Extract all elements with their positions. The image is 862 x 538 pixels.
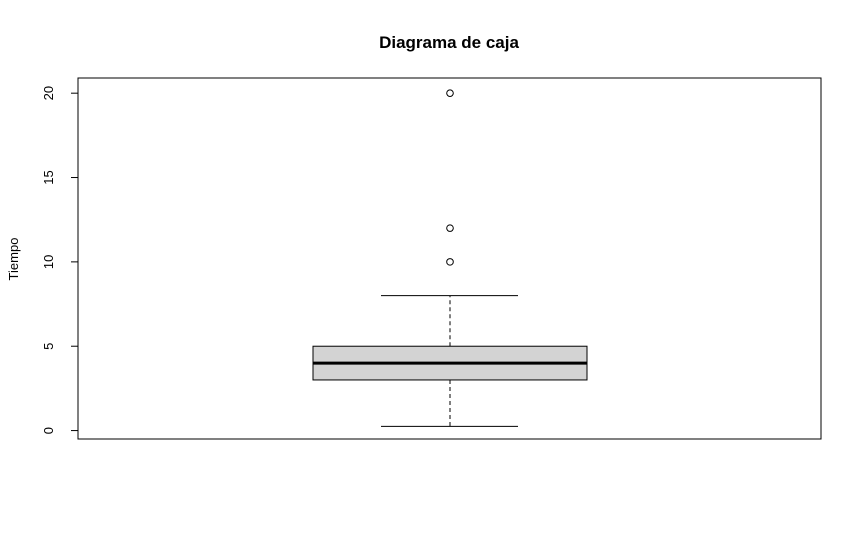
outlier-point <box>446 224 454 232</box>
outlier-point <box>446 258 454 266</box>
y-axis-label: Tiempo <box>6 238 21 281</box>
y-tick-label: 5 <box>41 343 56 350</box>
y-axis: 0 5 10 15 20 <box>41 86 78 434</box>
outlier-point <box>446 89 454 97</box>
y-tick-label: 0 <box>41 427 56 434</box>
y-tick-label: 15 <box>41 170 56 184</box>
y-tick-label: 20 <box>41 86 56 100</box>
box-group <box>312 89 588 427</box>
y-tick-label: 10 <box>41 255 56 269</box>
chart-title: Diagrama de caja <box>379 33 519 52</box>
